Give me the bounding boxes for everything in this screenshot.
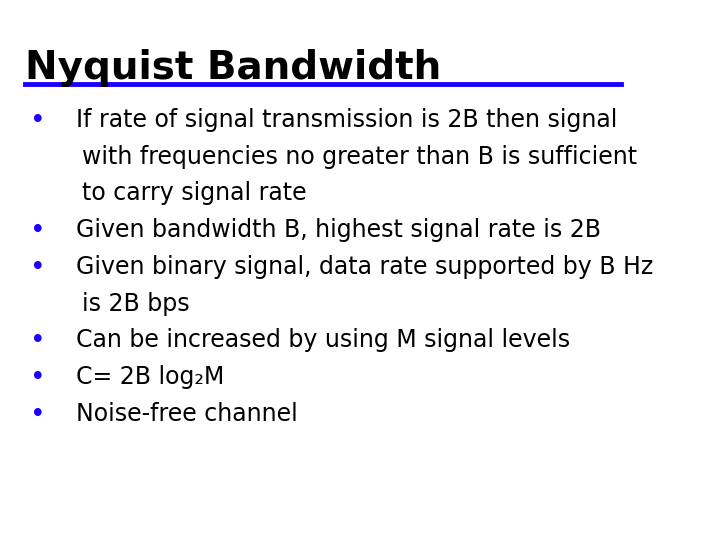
Text: with frequencies no greater than B is sufficient: with frequencies no greater than B is su… — [82, 145, 637, 168]
Text: •: • — [30, 402, 46, 428]
Text: Noise-free channel: Noise-free channel — [76, 402, 298, 426]
Text: •: • — [30, 218, 46, 244]
Text: Nyquist Bandwidth: Nyquist Bandwidth — [25, 49, 441, 86]
Text: Can be increased by using M signal levels: Can be increased by using M signal level… — [76, 328, 570, 352]
Text: Given bandwidth B, highest signal rate is 2B: Given bandwidth B, highest signal rate i… — [76, 218, 601, 242]
Text: to carry signal rate: to carry signal rate — [82, 181, 307, 205]
Text: Given binary signal, data rate supported by B Hz: Given binary signal, data rate supported… — [76, 255, 653, 279]
Text: •: • — [30, 255, 46, 281]
Text: If rate of signal transmission is 2B then signal: If rate of signal transmission is 2B the… — [76, 108, 618, 132]
Text: •: • — [30, 328, 46, 354]
Text: C= 2B log₂M: C= 2B log₂M — [76, 365, 225, 389]
Text: is 2B bps: is 2B bps — [82, 292, 190, 315]
Text: •: • — [30, 108, 46, 134]
Text: •: • — [30, 365, 46, 391]
